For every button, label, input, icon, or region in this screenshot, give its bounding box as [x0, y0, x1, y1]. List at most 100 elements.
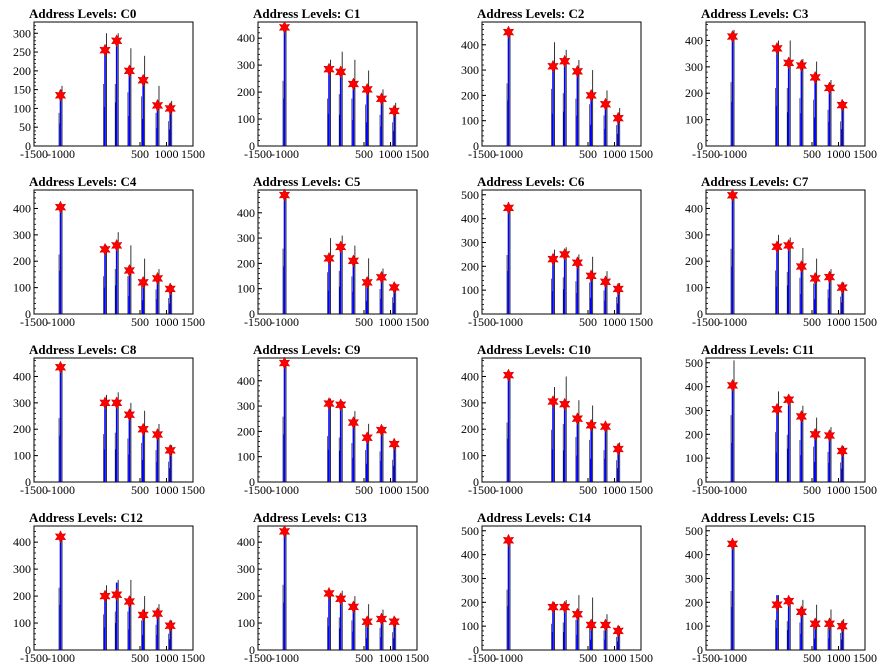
x-tick-label: 1000 — [155, 147, 179, 161]
peak-marker — [110, 238, 123, 252]
peak-marker — [771, 41, 783, 55]
peak-marker — [795, 409, 808, 424]
y-tick-label: 100 — [685, 619, 703, 633]
chart-title: Address Levels: C3 — [701, 6, 809, 21]
plot-frame — [33, 357, 194, 483]
y-tick-label: 500 — [685, 356, 703, 370]
chart-panel: Address Levels: C0 0 50 100 150 200 250 300 -150… — [0, 0, 224, 168]
y-tick-label: 300 — [685, 228, 703, 242]
x-tick-label: -1500 — [692, 483, 720, 497]
y-tick-label: 400 — [685, 33, 703, 47]
y-tick-label: 250 — [13, 45, 31, 59]
chart-plot: 0 100 200 300 400 -1500 -1000 500 1000 1500 — [237, 524, 429, 665]
peak-marker — [823, 81, 836, 95]
peak-marker — [571, 256, 584, 270]
plot-frame — [481, 357, 642, 483]
peak-marker — [809, 617, 821, 631]
chart-title: Address Levels: C15 — [701, 510, 815, 525]
peak-marker — [137, 73, 149, 87]
peak-marker — [323, 251, 335, 265]
peak-marker — [809, 427, 821, 441]
chart-panel: Address Levels: C12 0 100 200 300 400 -1500 -10… — [0, 504, 224, 672]
y-tick-label: 400 — [13, 201, 31, 215]
y-tick-label: 200 — [461, 595, 479, 609]
y-tick-label: 300 — [461, 571, 479, 585]
peak-marker — [795, 605, 808, 619]
peak-marker — [347, 254, 360, 268]
peak-marker — [612, 442, 624, 456]
x-tick-label: -1500 — [244, 147, 272, 161]
peak-marker — [502, 201, 515, 215]
x-tick-label: -1000 — [495, 483, 523, 497]
plot-frame — [33, 21, 194, 147]
peak-marker — [771, 240, 783, 254]
y-tick-label: 0 — [25, 139, 31, 153]
x-tick-label: 1500 — [629, 315, 653, 329]
peak-marker — [54, 200, 67, 214]
y-tick-label: 100 — [13, 101, 31, 115]
x-tick-label: 500 — [131, 315, 149, 329]
plot-frame — [257, 189, 418, 315]
peak-marker — [164, 282, 176, 296]
x-tick-label: -1500 — [468, 315, 496, 329]
chart-panel: Address Levels: C7 0 100 200 300 400 -1500 -100… — [672, 168, 896, 336]
x-tick-label: 1500 — [629, 651, 653, 665]
chart-plot: 0 100 200 300 400 -1500 -1000 500 1000 1500 — [237, 188, 429, 329]
chart-plot: 0 100 200 300 400 -1500 -1000 500 1000 1500 — [685, 188, 877, 329]
chart-title: Address Levels: C6 — [477, 174, 585, 189]
x-tick-label: 500 — [579, 315, 597, 329]
y-tick-label: 200 — [237, 424, 255, 438]
peak-marker — [110, 588, 123, 602]
x-tick-label: 1000 — [603, 651, 627, 665]
y-tick-label: 100 — [13, 449, 31, 463]
peak-marker — [782, 238, 795, 252]
chart-panel: Address Levels: C9 0 100 200 300 400 -1500 -100… — [224, 336, 448, 504]
x-tick-label: 500 — [355, 483, 373, 497]
x-tick-label: -1000 — [271, 651, 299, 665]
peak-marker — [558, 600, 571, 614]
x-tick-label: 1000 — [155, 651, 179, 665]
x-tick-label: -1000 — [719, 147, 747, 161]
peak-marker — [612, 624, 624, 638]
y-tick-label: 0 — [697, 475, 703, 489]
x-tick-label: 500 — [355, 147, 373, 161]
plot-frame — [481, 21, 642, 147]
peak-marker — [334, 65, 347, 79]
y-tick-label: 0 — [25, 475, 31, 489]
peak-marker — [137, 422, 149, 436]
peak-marker — [571, 412, 584, 426]
y-tick-label: 0 — [249, 475, 255, 489]
y-tick-label: 500 — [461, 188, 479, 202]
chart-plot: 0 100 200 300 400 -1500 -1000 500 1000 1500 — [237, 356, 429, 497]
x-tick-label: 1500 — [629, 147, 653, 161]
peak-marker — [502, 25, 515, 39]
y-tick-label: 300 — [685, 60, 703, 74]
x-tick-label: -1500 — [20, 315, 48, 329]
x-tick-label: -1500 — [244, 315, 272, 329]
y-tick-label: 200 — [237, 589, 255, 603]
peak-marker — [558, 397, 571, 411]
x-tick-label: 1000 — [379, 651, 403, 665]
peak-marker — [782, 594, 795, 608]
chart-panel: Address Levels: C1 0 100 200 300 400 -1500 -100… — [224, 0, 448, 168]
chart-title: Address Levels: C4 — [29, 174, 137, 189]
x-tick-label: -1000 — [495, 315, 523, 329]
y-tick-label: 100 — [461, 283, 479, 297]
y-tick-label: 0 — [249, 139, 255, 153]
x-tick-label: 1000 — [827, 483, 851, 497]
x-tick-label: 1500 — [181, 651, 205, 665]
peak-marker — [375, 270, 388, 284]
peak-marker — [334, 398, 347, 412]
chart-title: Address Levels: C9 — [253, 342, 361, 357]
peak-marker — [278, 356, 291, 370]
x-tick-label: 1500 — [853, 315, 877, 329]
chart-plot: 0 100 200 300 400 500 -1500 -1000 500 1000 1500 — [461, 524, 653, 665]
y-tick-label: 400 — [461, 369, 479, 383]
x-tick-label: 500 — [579, 147, 597, 161]
y-tick-label: 400 — [461, 548, 479, 562]
chart-title: Address Levels: C8 — [29, 342, 137, 357]
peak-marker — [99, 396, 111, 410]
peak-marker — [726, 537, 739, 551]
x-tick-label: -1000 — [47, 147, 75, 161]
